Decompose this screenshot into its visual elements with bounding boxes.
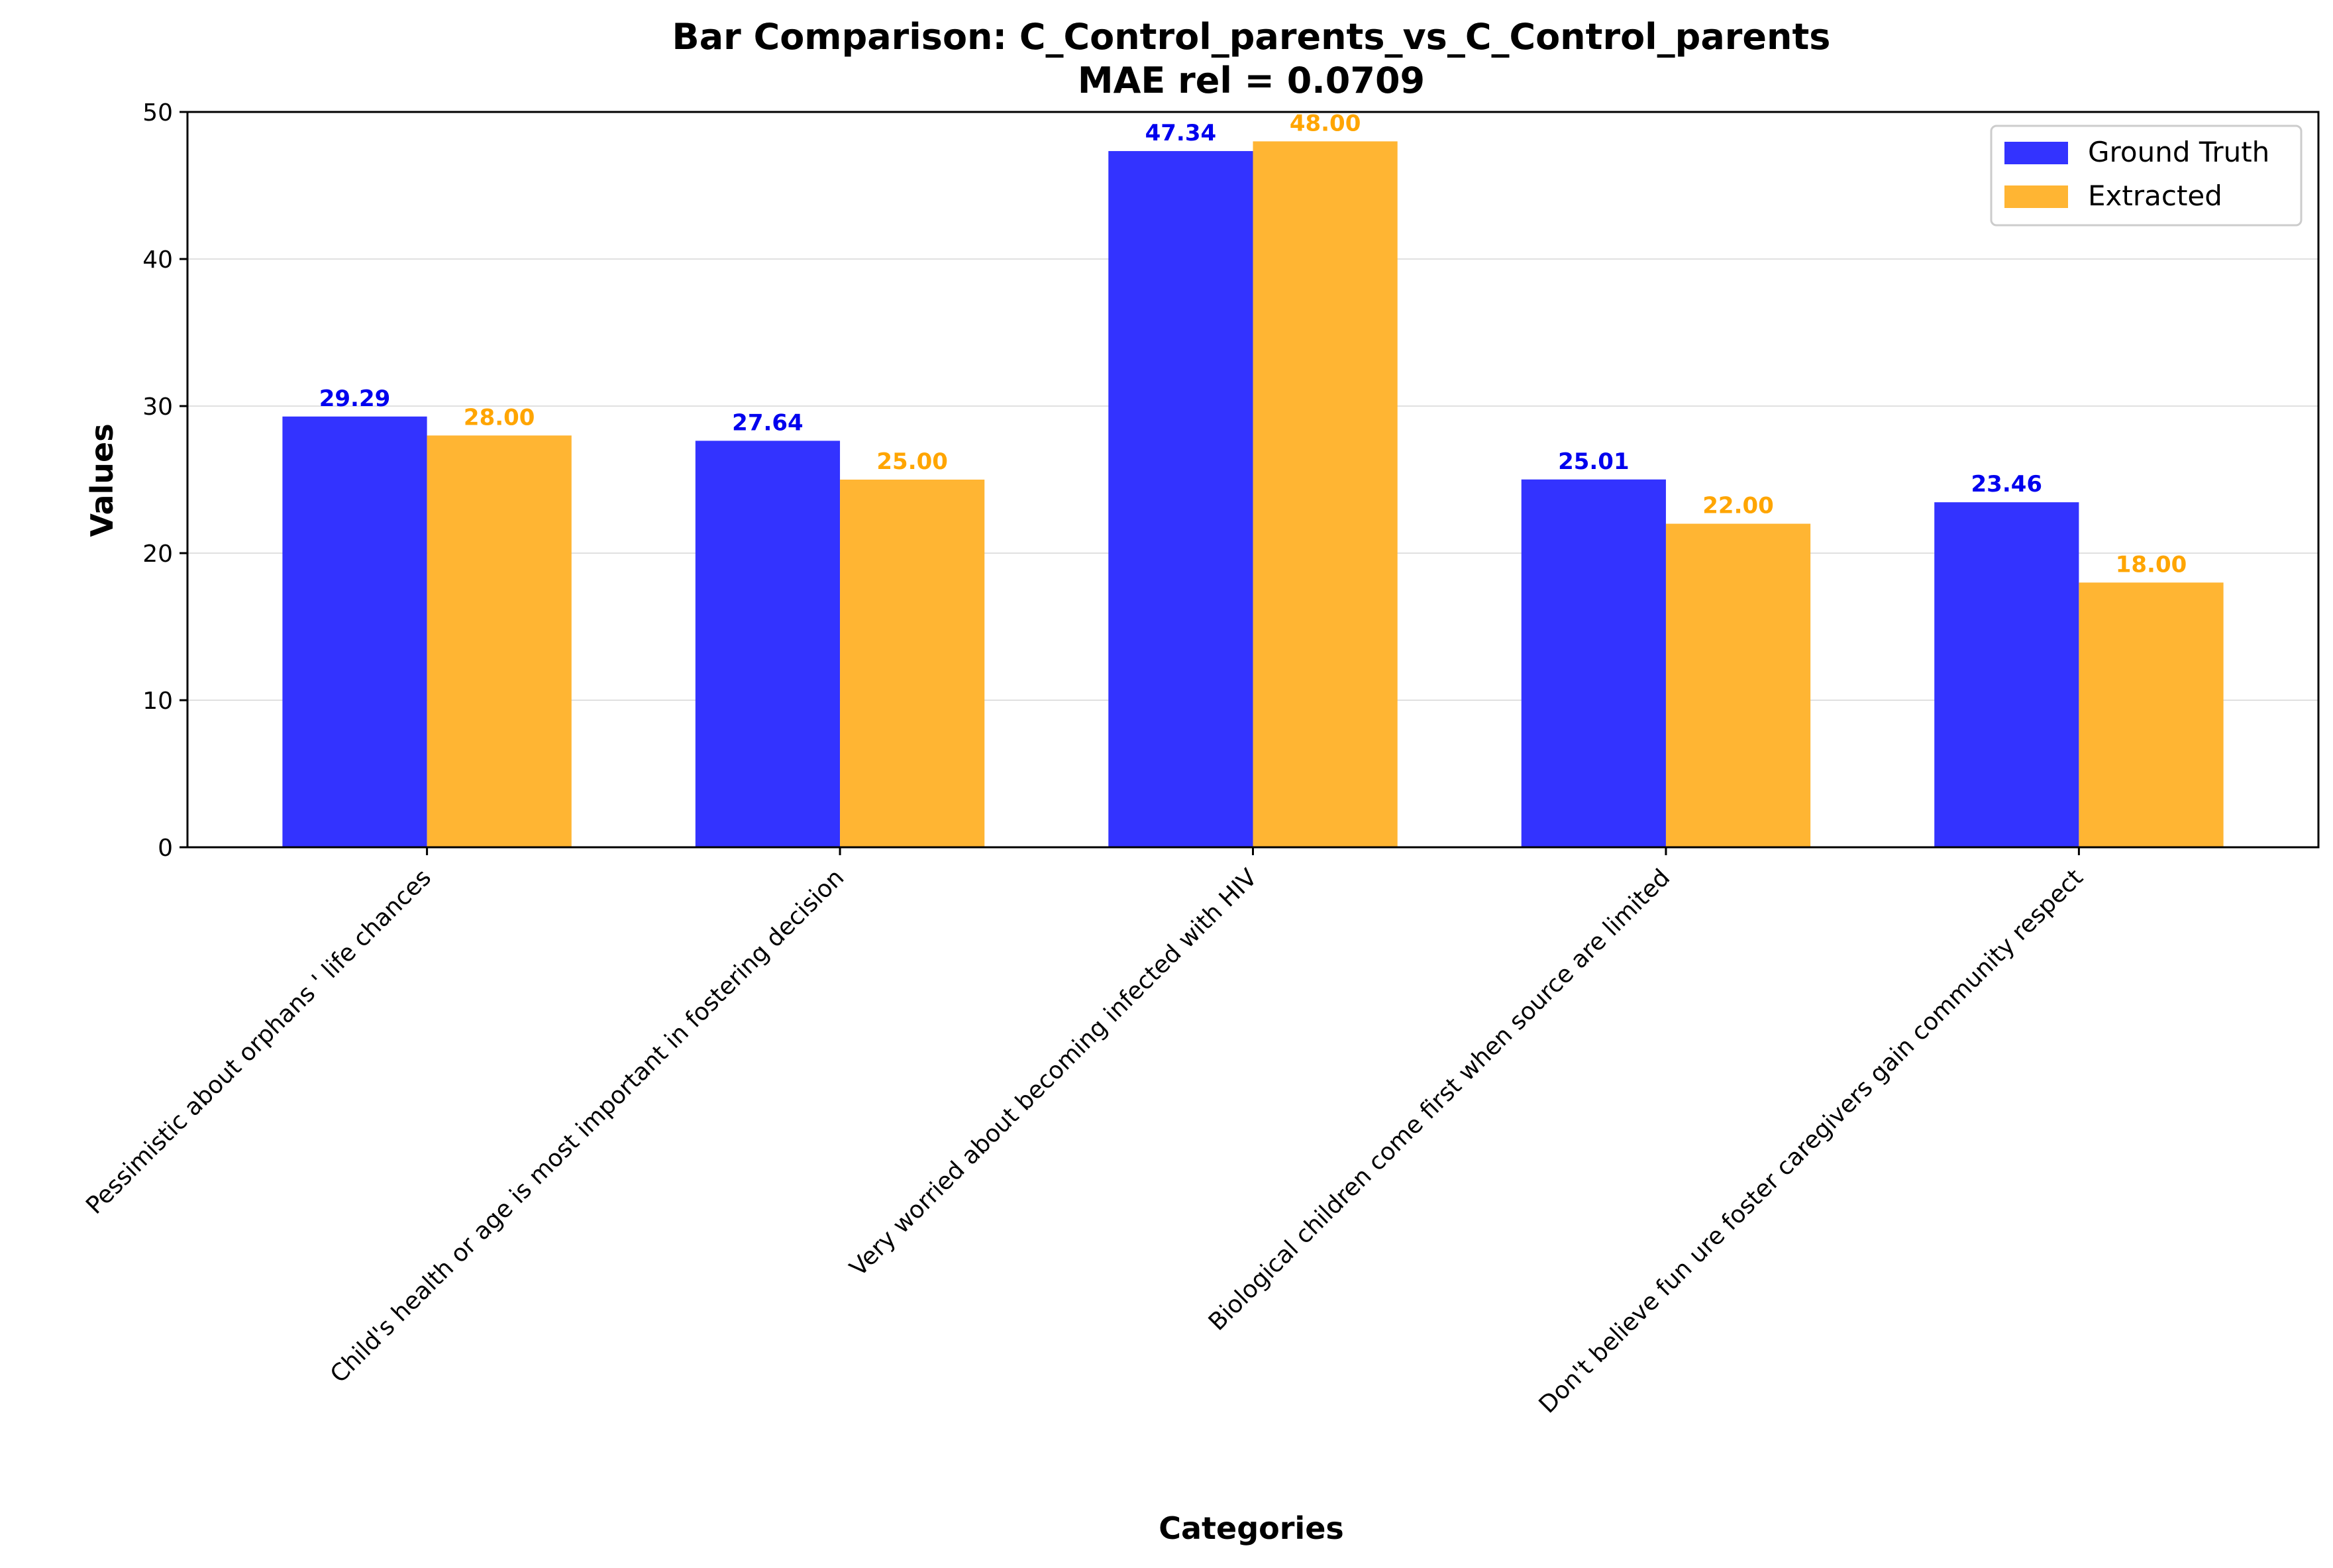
x-axis-label: Categories — [1159, 1510, 1344, 1546]
legend: Ground Truth Extracted — [1990, 125, 2303, 227]
data-label-extracted: 18.00 — [2116, 551, 2187, 578]
bar-extracted — [1253, 141, 1398, 847]
data-label-ground-truth: 47.34 — [1145, 120, 1217, 146]
y-tick-label: 0 — [158, 835, 173, 862]
bar-ground-truth — [1521, 479, 1666, 847]
data-label-extracted: 25.00 — [876, 448, 948, 475]
y-tick-label: 30 — [142, 393, 173, 421]
chart-title: Bar Comparison: C_Control_parents_vs_C_C… — [672, 16, 1831, 58]
legend-label-ground-truth: Ground Truth — [2088, 136, 2269, 168]
chart-subtitle: MAE rel = 0.0709 — [1078, 60, 1425, 101]
bars — [282, 141, 2224, 847]
bar-extracted — [2079, 582, 2224, 847]
bar-extracted — [427, 435, 572, 847]
y-tick-label: 50 — [142, 99, 173, 127]
data-label-ground-truth: 27.64 — [732, 409, 804, 436]
bar-extracted — [1665, 523, 1811, 847]
data-labels: 29.29 27.64 47.34 25.01 23.46 28.00 25.00 48.00… — [319, 110, 2187, 578]
bar-ground-truth — [1108, 151, 1253, 847]
data-label-extracted: 28.00 — [464, 404, 535, 431]
bar-ground-truth — [1934, 502, 2079, 847]
legend-frame — [1990, 125, 2303, 227]
legend-swatch-extracted — [2004, 185, 2068, 208]
y-tick-label: 10 — [142, 688, 173, 715]
y-axis-ticks: 0 10 20 30 40 50 — [142, 99, 187, 862]
data-label-ground-truth: 29.29 — [319, 386, 391, 412]
y-tick-label: 20 — [142, 541, 173, 568]
legend-swatch-ground-truth — [2004, 142, 2068, 164]
bar-ground-truth — [282, 416, 427, 847]
y-axis-label: Values — [84, 423, 120, 537]
bar-extracted — [840, 480, 985, 847]
y-tick-label: 40 — [142, 246, 173, 274]
data-label-ground-truth: 23.46 — [1971, 471, 2043, 497]
data-label-extracted: 48.00 — [1290, 110, 1361, 136]
data-label-ground-truth: 25.01 — [1558, 448, 1630, 475]
data-label-extracted: 22.00 — [1702, 493, 1774, 519]
bar-ground-truth — [695, 441, 841, 847]
legend-label-extracted: Extracted — [2088, 180, 2222, 212]
